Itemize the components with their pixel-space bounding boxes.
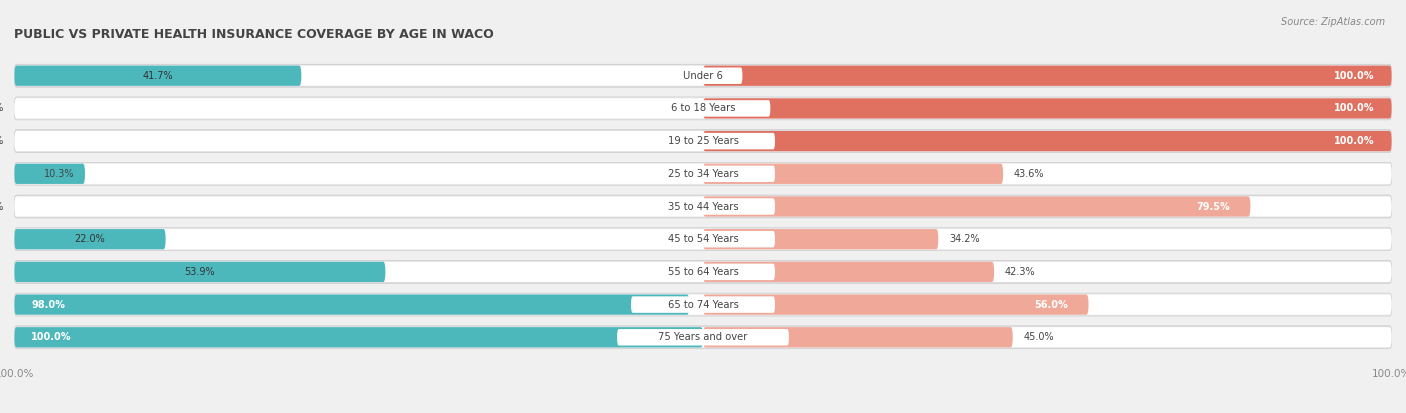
Text: 53.9%: 53.9% (184, 267, 215, 277)
FancyBboxPatch shape (14, 131, 1392, 151)
FancyBboxPatch shape (703, 196, 1250, 217)
FancyBboxPatch shape (631, 133, 775, 150)
Text: 0.0%: 0.0% (0, 103, 4, 114)
FancyBboxPatch shape (14, 326, 1392, 349)
FancyBboxPatch shape (14, 164, 84, 184)
FancyBboxPatch shape (631, 263, 775, 280)
FancyBboxPatch shape (703, 327, 1012, 347)
Text: 65 to 74 Years: 65 to 74 Years (668, 299, 738, 310)
FancyBboxPatch shape (636, 100, 770, 116)
FancyBboxPatch shape (14, 293, 1392, 316)
FancyBboxPatch shape (14, 64, 1392, 87)
FancyBboxPatch shape (14, 261, 1392, 283)
FancyBboxPatch shape (14, 66, 1392, 86)
Text: 100.0%: 100.0% (31, 332, 72, 342)
Text: 75 Years and over: 75 Years and over (658, 332, 748, 342)
FancyBboxPatch shape (631, 166, 775, 182)
Text: 98.0%: 98.0% (31, 299, 65, 310)
FancyBboxPatch shape (14, 164, 1392, 184)
FancyBboxPatch shape (703, 262, 994, 282)
Text: 10.3%: 10.3% (44, 169, 75, 179)
Text: 100.0%: 100.0% (1334, 71, 1375, 81)
Text: 56.0%: 56.0% (1035, 299, 1069, 310)
Text: 42.3%: 42.3% (1005, 267, 1035, 277)
FancyBboxPatch shape (14, 327, 703, 347)
Text: 35 to 44 Years: 35 to 44 Years (668, 202, 738, 211)
FancyBboxPatch shape (664, 67, 742, 84)
FancyBboxPatch shape (14, 294, 1392, 315)
FancyBboxPatch shape (14, 229, 1392, 249)
Text: 34.2%: 34.2% (949, 234, 980, 244)
Text: 43.6%: 43.6% (1014, 169, 1045, 179)
FancyBboxPatch shape (703, 229, 938, 249)
Text: 25 to 34 Years: 25 to 34 Years (668, 169, 738, 179)
Text: 100.0%: 100.0% (1334, 136, 1375, 146)
FancyBboxPatch shape (14, 97, 1392, 120)
FancyBboxPatch shape (617, 329, 789, 346)
FancyBboxPatch shape (703, 66, 1392, 86)
FancyBboxPatch shape (14, 196, 1392, 217)
FancyBboxPatch shape (703, 294, 1088, 315)
Text: 41.7%: 41.7% (142, 71, 173, 81)
Legend: Public Insurance, Private Insurance: Public Insurance, Private Insurance (586, 409, 820, 413)
FancyBboxPatch shape (14, 162, 1392, 185)
FancyBboxPatch shape (14, 327, 1392, 347)
Text: 0.0%: 0.0% (0, 136, 4, 146)
FancyBboxPatch shape (631, 231, 775, 247)
FancyBboxPatch shape (631, 297, 775, 313)
Text: Under 6: Under 6 (683, 71, 723, 81)
Text: 0.0%: 0.0% (0, 202, 4, 211)
FancyBboxPatch shape (703, 164, 1002, 184)
FancyBboxPatch shape (631, 198, 775, 215)
Text: 100.0%: 100.0% (1334, 103, 1375, 114)
Text: 6 to 18 Years: 6 to 18 Years (671, 103, 735, 114)
Text: Source: ZipAtlas.com: Source: ZipAtlas.com (1281, 17, 1385, 26)
Text: PUBLIC VS PRIVATE HEALTH INSURANCE COVERAGE BY AGE IN WACO: PUBLIC VS PRIVATE HEALTH INSURANCE COVER… (14, 28, 494, 41)
FancyBboxPatch shape (14, 262, 385, 282)
FancyBboxPatch shape (14, 130, 1392, 152)
FancyBboxPatch shape (14, 294, 689, 315)
Text: 79.5%: 79.5% (1197, 202, 1230, 211)
FancyBboxPatch shape (14, 262, 1392, 282)
Text: 55 to 64 Years: 55 to 64 Years (668, 267, 738, 277)
FancyBboxPatch shape (14, 195, 1392, 218)
FancyBboxPatch shape (703, 131, 1392, 151)
FancyBboxPatch shape (14, 98, 1392, 119)
Text: 45.0%: 45.0% (1024, 332, 1054, 342)
FancyBboxPatch shape (14, 228, 1392, 251)
FancyBboxPatch shape (14, 229, 166, 249)
FancyBboxPatch shape (703, 98, 1392, 119)
Text: 19 to 25 Years: 19 to 25 Years (668, 136, 738, 146)
FancyBboxPatch shape (14, 66, 301, 86)
Text: 22.0%: 22.0% (75, 234, 105, 244)
Text: 45 to 54 Years: 45 to 54 Years (668, 234, 738, 244)
